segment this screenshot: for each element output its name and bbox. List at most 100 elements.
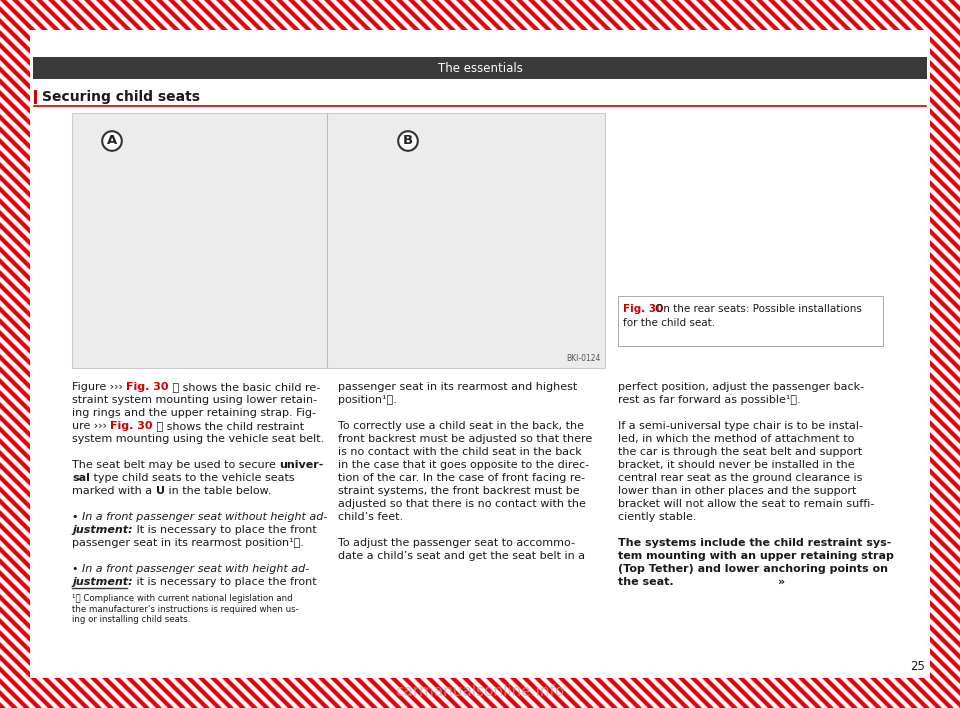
Polygon shape [240, 0, 954, 708]
Polygon shape [0, 0, 318, 708]
Text: the manufacturer’s instructions is required when us-: the manufacturer’s instructions is requi… [72, 605, 299, 614]
Polygon shape [0, 0, 654, 708]
Polygon shape [0, 0, 306, 708]
Text: Securing child seats: Securing child seats [42, 90, 200, 104]
Polygon shape [0, 0, 426, 708]
Polygon shape [0, 0, 498, 708]
Polygon shape [288, 0, 960, 708]
Text: The seat belt may be used to secure: The seat belt may be used to secure [72, 460, 279, 470]
Polygon shape [504, 0, 960, 708]
Polygon shape [0, 0, 126, 708]
Polygon shape [936, 0, 960, 708]
Polygon shape [168, 0, 882, 708]
Text: carmanualsonline.info: carmanualsonline.info [396, 685, 564, 700]
Polygon shape [816, 0, 960, 708]
Polygon shape [0, 0, 414, 708]
Text: is no contact with the child seat in the back: is no contact with the child seat in the… [338, 447, 582, 457]
Text: Ⓐ shows the basic child re-: Ⓐ shows the basic child re- [169, 382, 320, 392]
Polygon shape [0, 0, 618, 708]
Polygon shape [732, 0, 960, 708]
Text: position¹⧉.: position¹⧉. [338, 395, 396, 405]
Polygon shape [0, 0, 378, 708]
Text: date a child’s seat and get the seat belt in a: date a child’s seat and get the seat bel… [338, 551, 586, 561]
Bar [34, 90, 37, 104]
Polygon shape [600, 0, 960, 708]
Text: bracket, it should never be installed in the: bracket, it should never be installed in… [618, 460, 854, 470]
Polygon shape [264, 0, 960, 708]
Polygon shape [0, 0, 54, 708]
Text: rest as far forward as possible¹⧉.: rest as far forward as possible¹⧉. [618, 395, 801, 405]
Polygon shape [408, 0, 960, 708]
Polygon shape [348, 0, 960, 708]
Text: If a semi-universal type chair is to be instal-: If a semi-universal type chair is to be … [618, 421, 863, 431]
Bar [33, 57, 927, 79]
Polygon shape [744, 0, 960, 708]
Text: 25: 25 [910, 660, 925, 673]
Polygon shape [0, 0, 174, 708]
Polygon shape [924, 0, 960, 708]
Text: led, in which the method of attachment to: led, in which the method of attachment t… [618, 434, 854, 444]
Polygon shape [72, 0, 786, 708]
Text: front backrest must be adjusted so that there: front backrest must be adjusted so that … [338, 434, 592, 444]
Text: B: B [403, 135, 413, 147]
Polygon shape [0, 0, 666, 708]
Text: •: • [72, 512, 82, 522]
Polygon shape [888, 0, 960, 708]
Polygon shape [0, 0, 642, 708]
Text: ure ›››: ure ››› [72, 421, 110, 431]
Text: perfect position, adjust the passenger back-: perfect position, adjust the passenger b… [618, 382, 864, 392]
Polygon shape [0, 0, 186, 708]
Polygon shape [108, 0, 822, 708]
Text: (Top Tether) and lower anchoring points on: (Top Tether) and lower anchoring points … [618, 564, 888, 574]
Text: justment:: justment: [72, 577, 132, 587]
Polygon shape [804, 0, 960, 708]
Polygon shape [324, 0, 960, 708]
Polygon shape [0, 0, 246, 708]
Polygon shape [120, 0, 834, 708]
Polygon shape [0, 0, 18, 708]
Text: ¹⧉ Compliance with current national legislation and: ¹⧉ Compliance with current national legi… [72, 594, 293, 603]
Text: ing rings and the upper retaining strap. Fig-: ing rings and the upper retaining strap.… [72, 408, 316, 418]
Polygon shape [708, 0, 960, 708]
Polygon shape [948, 0, 960, 708]
Polygon shape [0, 0, 486, 708]
Polygon shape [84, 0, 798, 708]
Text: Fig. 30: Fig. 30 [623, 304, 663, 314]
Polygon shape [0, 0, 522, 708]
Text: univer-: univer- [279, 460, 324, 470]
Polygon shape [132, 0, 846, 708]
Polygon shape [216, 0, 930, 708]
Polygon shape [0, 0, 402, 708]
Polygon shape [36, 0, 750, 708]
Polygon shape [0, 0, 210, 708]
Text: justment:: justment: [72, 525, 132, 535]
Polygon shape [312, 0, 960, 708]
Polygon shape [852, 0, 960, 708]
Polygon shape [660, 0, 960, 708]
Polygon shape [0, 0, 546, 708]
Polygon shape [912, 0, 960, 708]
Polygon shape [684, 0, 960, 708]
Polygon shape [876, 0, 960, 708]
Polygon shape [828, 0, 960, 708]
Polygon shape [792, 0, 960, 708]
Polygon shape [0, 0, 570, 708]
Bar [72, 113, 605, 368]
Polygon shape [0, 0, 342, 708]
Polygon shape [756, 0, 960, 708]
Text: Fig. 30: Fig. 30 [127, 382, 169, 392]
Text: passenger seat in its rearmost position¹⧉.: passenger seat in its rearmost position¹… [72, 538, 304, 548]
Text: it is necessary to place the front: it is necessary to place the front [132, 577, 316, 587]
Polygon shape [516, 0, 960, 708]
Polygon shape [0, 0, 6, 708]
Text: lower than in other places and the support: lower than in other places and the suppo… [618, 486, 856, 496]
Polygon shape [432, 0, 960, 708]
Polygon shape [0, 0, 390, 708]
Polygon shape [144, 0, 858, 708]
Text: system mounting using the vehicle seat belt.: system mounting using the vehicle seat b… [72, 434, 324, 444]
Polygon shape [0, 0, 558, 708]
Polygon shape [0, 0, 258, 708]
Polygon shape [612, 0, 960, 708]
Text: marked with a: marked with a [72, 486, 156, 496]
Polygon shape [696, 0, 960, 708]
